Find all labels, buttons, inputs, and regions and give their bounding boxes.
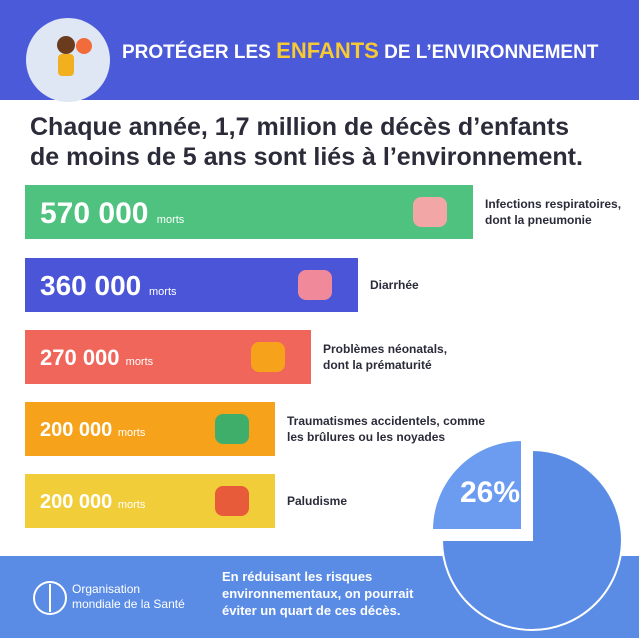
org-name: Organisation bbox=[72, 582, 140, 596]
row-label: Traumatismes accidentels, comme bbox=[287, 414, 485, 428]
death-count: 570 000 bbox=[40, 197, 148, 230]
death-unit: morts bbox=[126, 356, 154, 368]
row-label: dont la prématurité bbox=[323, 358, 432, 372]
row-label: Problèmes néonatals, bbox=[323, 342, 447, 356]
child-body bbox=[58, 54, 74, 76]
row-label: les brûlures ou les noyades bbox=[287, 430, 445, 444]
row-icon bbox=[251, 342, 285, 372]
pie-label: 26% bbox=[460, 476, 520, 509]
headline-line: Chaque année, 1,7 million de décès d’enf… bbox=[30, 113, 569, 141]
footer-note: éviter un quart de ces décès. bbox=[222, 603, 400, 618]
title-part: DE L’ENVIRONNEMENT bbox=[384, 42, 599, 63]
row-value: 270 000 morts bbox=[40, 345, 154, 370]
footer-note: environnementaux, on pourrait bbox=[222, 586, 414, 601]
ball bbox=[76, 38, 92, 54]
headline-line: de moins de 5 ans sont liés à l’environn… bbox=[30, 143, 583, 171]
death-unit: morts bbox=[118, 499, 146, 511]
row-value: 570 000 morts bbox=[40, 197, 185, 230]
death-unit: morts bbox=[149, 286, 177, 298]
title-highlight: ENFANTS bbox=[276, 38, 379, 63]
header-title: PROTÉGER LES ENFANTS DE L’ENVIRONNEMENT bbox=[122, 38, 599, 63]
death-count: 200 000 bbox=[40, 419, 112, 441]
row-label: dont la pneumonie bbox=[485, 213, 592, 227]
row-label: Paludisme bbox=[287, 494, 347, 508]
rows: 570 000 morts Infections respiratoires, do… bbox=[25, 185, 621, 528]
who-logo bbox=[33, 581, 67, 615]
row-label: Diarrhée bbox=[370, 278, 419, 292]
org-name: mondiale de la Santé bbox=[72, 597, 185, 611]
row-icon bbox=[413, 197, 447, 227]
death-unit: morts bbox=[157, 214, 185, 226]
pie-remainder bbox=[440, 448, 623, 631]
row-icon bbox=[215, 414, 249, 444]
row-value: 360 000 morts bbox=[40, 270, 177, 301]
row-icon bbox=[215, 486, 249, 516]
death-count: 360 000 bbox=[40, 270, 141, 301]
row-value: 200 000 morts bbox=[40, 491, 146, 513]
row-value: 200 000 morts bbox=[40, 419, 146, 441]
footer-note: En réduisant les risques bbox=[222, 569, 372, 584]
child-head bbox=[57, 36, 75, 54]
death-count: 270 000 bbox=[40, 345, 120, 370]
row-icon bbox=[298, 270, 332, 300]
row-label: Infections respiratoires, bbox=[485, 197, 621, 211]
pie-wedge bbox=[430, 438, 523, 531]
row-bar bbox=[25, 185, 473, 239]
death-unit: morts bbox=[118, 427, 146, 439]
title-part: PROTÉGER LES bbox=[122, 41, 271, 63]
death-count: 200 000 bbox=[40, 491, 112, 513]
